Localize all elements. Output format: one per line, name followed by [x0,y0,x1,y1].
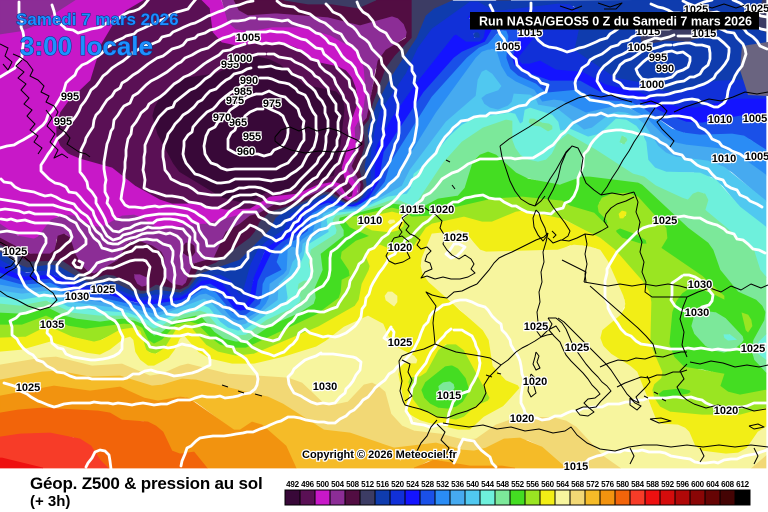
svg-text:600: 600 [691,480,704,489]
svg-text:Samedi 7 mars 2026: Samedi 7 mars 2026 [16,10,179,29]
svg-text:548: 548 [496,480,509,489]
svg-text:1035: 1035 [40,319,64,331]
svg-text:580: 580 [616,480,629,489]
svg-text:1025: 1025 [565,342,589,354]
svg-text:496: 496 [301,480,314,489]
svg-text:512: 512 [361,480,374,489]
svg-text:1025: 1025 [16,382,40,394]
svg-text:1015: 1015 [437,390,461,402]
svg-text:970: 970 [213,112,231,124]
svg-text:1025: 1025 [91,284,115,296]
svg-text:Géop. Z500 & pression au sol: Géop. Z500 & pression au sol [30,474,262,493]
svg-text:592: 592 [661,480,674,489]
svg-text:985: 985 [234,86,252,98]
svg-text:1005: 1005 [743,113,767,125]
svg-text:596: 596 [676,480,689,489]
svg-text:544: 544 [481,480,494,489]
svg-text:1030: 1030 [65,291,89,303]
svg-text:995: 995 [221,59,239,71]
svg-text:584: 584 [631,480,644,489]
svg-text:1025: 1025 [653,215,677,227]
svg-text:995: 995 [61,91,79,103]
svg-text:576: 576 [601,480,614,489]
svg-text:1000: 1000 [228,53,252,65]
svg-text:1000: 1000 [640,79,664,91]
svg-text:1020: 1020 [430,204,454,216]
svg-text:1025: 1025 [741,343,765,355]
svg-text:1005: 1005 [628,42,652,54]
svg-text:504: 504 [331,480,344,489]
svg-text:1030: 1030 [313,381,337,393]
svg-text:516: 516 [376,480,389,489]
svg-text:995: 995 [649,52,667,64]
svg-text:995: 995 [54,116,72,128]
svg-text:572: 572 [586,480,599,489]
svg-text:528: 528 [421,480,434,489]
svg-text:508: 508 [346,480,359,489]
svg-text:608: 608 [721,480,734,489]
svg-text:1025: 1025 [388,337,412,349]
svg-text:568: 568 [571,480,584,489]
svg-text:1015: 1015 [400,204,424,216]
svg-text:564: 564 [556,480,569,489]
svg-text:1020: 1020 [523,376,547,388]
svg-text:(+ 3h): (+ 3h) [30,493,70,510]
svg-text:990: 990 [240,75,258,87]
svg-text:Run NASA/GEOS5 0 Z du Samedi 7: Run NASA/GEOS5 0 Z du Samedi 7 mars 2026 [479,15,752,29]
svg-text:1025: 1025 [444,232,468,244]
svg-text:612: 612 [736,480,749,489]
svg-text:1020: 1020 [714,405,738,417]
svg-text:1020: 1020 [510,413,534,425]
svg-text:1005: 1005 [496,41,520,53]
svg-text:1010: 1010 [708,114,732,126]
svg-text:1020: 1020 [388,242,412,254]
svg-text:536: 536 [451,480,464,489]
svg-text:1010: 1010 [358,215,382,227]
svg-text:1025: 1025 [524,321,548,333]
svg-text:1015: 1015 [692,28,716,40]
svg-text:532: 532 [436,480,449,489]
svg-text:965: 965 [229,117,247,129]
svg-text:1005: 1005 [745,151,768,163]
svg-text:975: 975 [263,98,281,110]
svg-text:604: 604 [706,480,719,489]
svg-text:540: 540 [466,480,479,489]
svg-text:520: 520 [391,480,404,489]
svg-text:524: 524 [406,480,419,489]
svg-text:1030: 1030 [688,279,712,291]
svg-text:3:00 locale: 3:00 locale [20,31,153,61]
svg-text:975: 975 [226,95,244,107]
svg-text:552: 552 [511,480,524,489]
svg-text:500: 500 [316,480,329,489]
svg-text:955: 955 [243,131,261,143]
svg-text:1010: 1010 [712,153,736,165]
svg-text:Copyright © 2026 Meteociel.fr: Copyright © 2026 Meteociel.fr [302,449,458,461]
svg-text:960: 960 [237,146,255,158]
svg-text:1005: 1005 [236,32,260,44]
svg-text:492: 492 [286,480,299,489]
svg-text:1025: 1025 [3,246,27,258]
svg-text:556: 556 [526,480,539,489]
svg-text:560: 560 [541,480,554,489]
svg-text:990: 990 [656,63,674,75]
svg-text:1030: 1030 [685,307,709,319]
svg-text:588: 588 [646,480,659,489]
